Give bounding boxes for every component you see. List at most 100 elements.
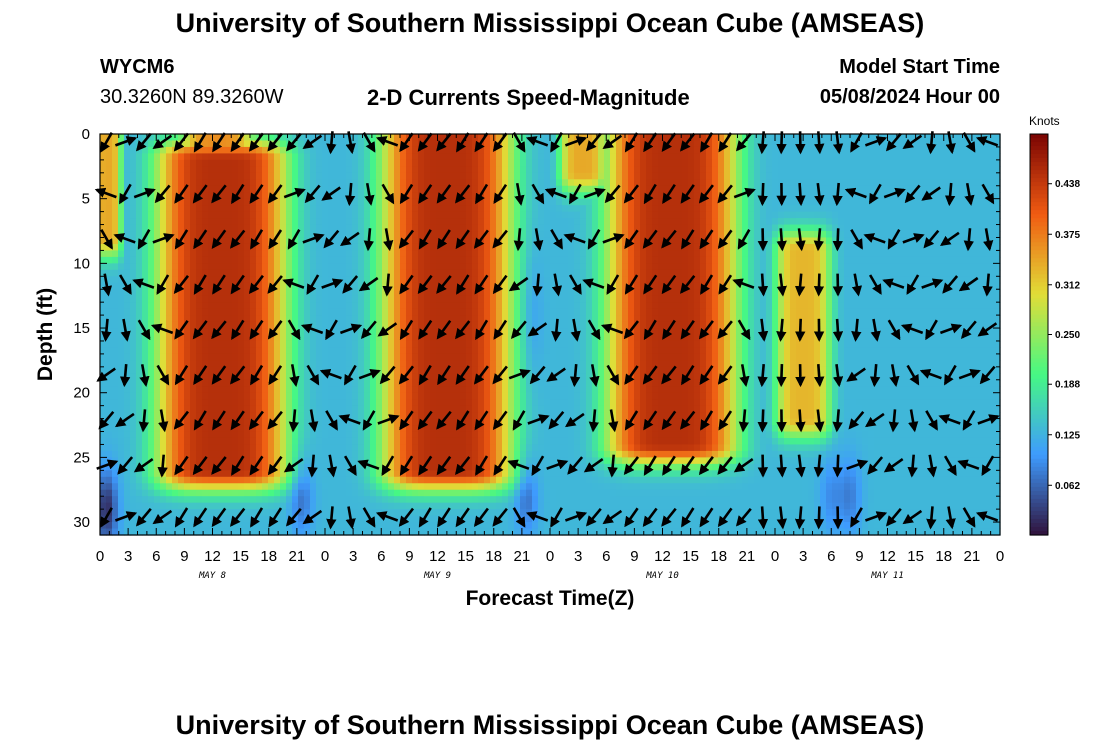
- heatmap-cell: [316, 334, 323, 342]
- heatmap-cell: [376, 373, 383, 381]
- heatmap-cell: [514, 159, 521, 167]
- heatmap-cell: [178, 263, 185, 271]
- heatmap-cell: [220, 237, 227, 245]
- heatmap-cell: [484, 140, 491, 148]
- heatmap-cell: [376, 425, 383, 433]
- heatmap-cell: [448, 211, 455, 219]
- heatmap-cell: [262, 289, 269, 297]
- heatmap-cell: [178, 444, 185, 452]
- heatmap-cell: [124, 360, 131, 368]
- heatmap-cell: [136, 250, 143, 258]
- heatmap-cell: [130, 263, 137, 271]
- heatmap-cell: [538, 353, 545, 361]
- heatmap-cell: [184, 515, 191, 523]
- heatmap-cell: [280, 496, 287, 504]
- heatmap-cell: [244, 231, 251, 239]
- heatmap-cell: [340, 496, 347, 504]
- heatmap-cell: [496, 450, 503, 458]
- heatmap-cell: [142, 256, 149, 264]
- heatmap-cell: [430, 250, 437, 258]
- heatmap-cell: [520, 302, 527, 310]
- heatmap-cell: [178, 437, 185, 446]
- heatmap-cell: [520, 166, 527, 174]
- heatmap-cell: [184, 256, 191, 264]
- heatmap-cell: [274, 347, 281, 355]
- heatmap-cell: [262, 269, 269, 277]
- heatmap-cell: [220, 146, 227, 155]
- heatmap-cell: [208, 179, 215, 187]
- heatmap-cell: [406, 437, 413, 446]
- heatmap-cell: [304, 211, 311, 219]
- heatmap-cell: [370, 218, 377, 226]
- heatmap-cell: [256, 172, 263, 180]
- heatmap-cell: [406, 243, 413, 252]
- heatmap-cell: [286, 256, 293, 264]
- heatmap-cell: [238, 379, 245, 387]
- heatmap-cell: [370, 457, 377, 465]
- heatmap-cell: [232, 153, 239, 161]
- heatmap-cell: [388, 444, 395, 452]
- heatmap-cell: [466, 463, 473, 471]
- heatmap-cell: [148, 231, 155, 239]
- heatmap-cell: [442, 321, 449, 329]
- heatmap-cell: [172, 489, 179, 497]
- heatmap-cell: [364, 256, 371, 264]
- heatmap-cell: [538, 211, 545, 219]
- heatmap-cell: [562, 360, 569, 368]
- heatmap-cell: [550, 386, 557, 394]
- heatmap-cell: [106, 425, 113, 433]
- heatmap-cell: [172, 347, 179, 355]
- heatmap-cell: [226, 140, 233, 148]
- heatmap-cell: [454, 340, 461, 349]
- heatmap-cell: [430, 140, 437, 148]
- heatmap-cell: [154, 386, 161, 394]
- heatmap-cell: [202, 263, 209, 271]
- heatmap-cell: [214, 392, 221, 400]
- heatmap-cell: [220, 360, 227, 368]
- heatmap-cell: [502, 450, 509, 458]
- heatmap-cell: [454, 405, 461, 413]
- heatmap-cell: [130, 269, 137, 277]
- heatmap-cell: [532, 308, 539, 316]
- heatmap-cell: [514, 321, 521, 329]
- heatmap-cell: [142, 489, 149, 497]
- heatmap-cell: [382, 386, 389, 394]
- heatmap-cell: [106, 392, 113, 400]
- heatmap-cell: [226, 243, 233, 252]
- heatmap-cell: [214, 450, 221, 458]
- heatmap-cell: [478, 483, 485, 491]
- heatmap-cell: [442, 218, 449, 226]
- heatmap-cell: [394, 328, 401, 336]
- heatmap-cell: [166, 256, 173, 264]
- heatmap-cell: [340, 321, 347, 329]
- heatmap-cell: [556, 347, 563, 355]
- heatmap-cell: [274, 256, 281, 264]
- heatmap-cell: [544, 146, 551, 155]
- heatmap-cell: [544, 386, 551, 394]
- heatmap-cell: [466, 166, 473, 174]
- heatmap-cell: [574, 489, 581, 497]
- heatmap-cell: [496, 153, 503, 161]
- heatmap-cell: [388, 269, 395, 277]
- heatmap-cell: [196, 263, 203, 271]
- heatmap-cell: [484, 373, 491, 381]
- heatmap-cell: [316, 146, 323, 155]
- heatmap-cell: [382, 392, 389, 400]
- heatmap-cell: [490, 392, 497, 400]
- heatmap-cell: [508, 386, 515, 394]
- heatmap-cell: [106, 211, 113, 219]
- heatmap-cell: [424, 295, 431, 303]
- heatmap-cell: [214, 276, 221, 284]
- heatmap-cell: [232, 502, 239, 510]
- heatmap-cell: [220, 386, 227, 394]
- heatmap-cell: [262, 444, 269, 452]
- heatmap-cell: [478, 224, 485, 232]
- heatmap-cell: [502, 153, 509, 161]
- heatmap-cell: [430, 166, 437, 174]
- heatmap-cell: [346, 205, 353, 213]
- heatmap-cell: [484, 528, 491, 536]
- heatmap-cell: [580, 224, 587, 232]
- heatmap-cell: [376, 198, 383, 206]
- heatmap-cell: [394, 425, 401, 433]
- heatmap-cell: [130, 399, 137, 407]
